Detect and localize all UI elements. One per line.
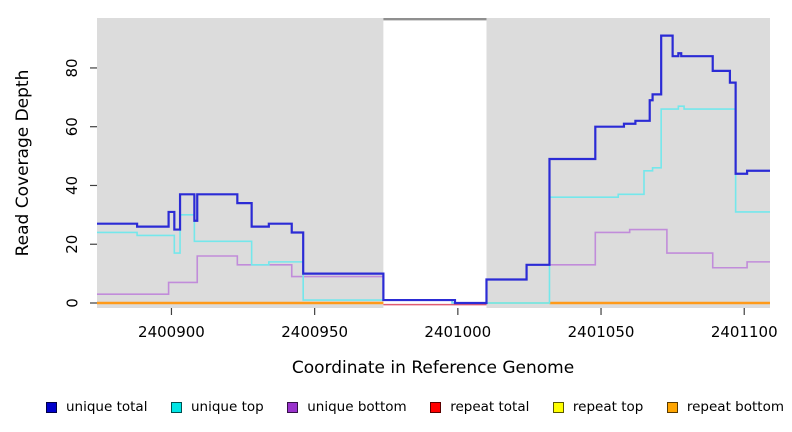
y-tick-label: 80 — [63, 58, 81, 77]
legend-item-repeat-bottom: repeat bottom — [666, 399, 784, 415]
plot-layer: 2400900 2400950 2401000 2401050 2401100 0 20 40… — [63, 18, 778, 341]
legend-item-unique-top: unique top — [171, 399, 264, 415]
y-tick-label: 0 — [63, 298, 81, 308]
legend-swatch-repeat-bottom-icon — [666, 401, 678, 413]
legend-label: unique total — [66, 399, 148, 415]
legend-label: repeat bottom — [686, 399, 784, 415]
y-tick-label: 40 — [63, 176, 81, 195]
legend-item-unique-total: unique total — [46, 399, 147, 415]
y-tick-label: 20 — [63, 235, 81, 254]
x-tick-label: 2400950 — [281, 323, 348, 341]
legend-item-repeat-top: repeat top — [552, 399, 644, 415]
masked-region — [383, 18, 487, 308]
legend-item-unique-bottom: unique bottom — [287, 399, 407, 415]
legend-swatch-repeat-total-icon — [430, 401, 442, 413]
legend-swatch-repeat-top-icon — [552, 401, 564, 413]
x-tick-label: 2401100 — [711, 323, 778, 341]
legend-label: repeat total — [450, 399, 530, 415]
series-unique-top-line — [97, 105, 770, 304]
legend-label: unique top — [191, 399, 264, 415]
series-unique-total-line — [97, 34, 770, 305]
legend: unique total unique top unique bottom repea… — [0, 390, 792, 432]
x-tick-label: 2401000 — [424, 323, 491, 341]
legend-swatch-unique-total-icon — [46, 401, 57, 413]
x-tick-label: 2401050 — [568, 323, 635, 341]
legend-swatch-unique-top-icon — [171, 401, 182, 413]
coverage-chart: 2400900 2400950 2401000 2401050 2401100 0 20 40… — [13, 18, 778, 378]
legend-label: repeat top — [572, 399, 644, 415]
x-axis-label: Coordinate in Reference Genome — [292, 358, 574, 378]
y-tick-label: 60 — [63, 117, 81, 136]
legend-swatch-unique-bottom-icon — [287, 401, 299, 413]
y-axis-label: Read Coverage Depth — [13, 70, 33, 257]
legend-item-repeat-total: repeat total — [430, 399, 529, 415]
x-tick-label: 2400900 — [138, 323, 205, 341]
legend-label: unique bottom — [307, 399, 407, 415]
